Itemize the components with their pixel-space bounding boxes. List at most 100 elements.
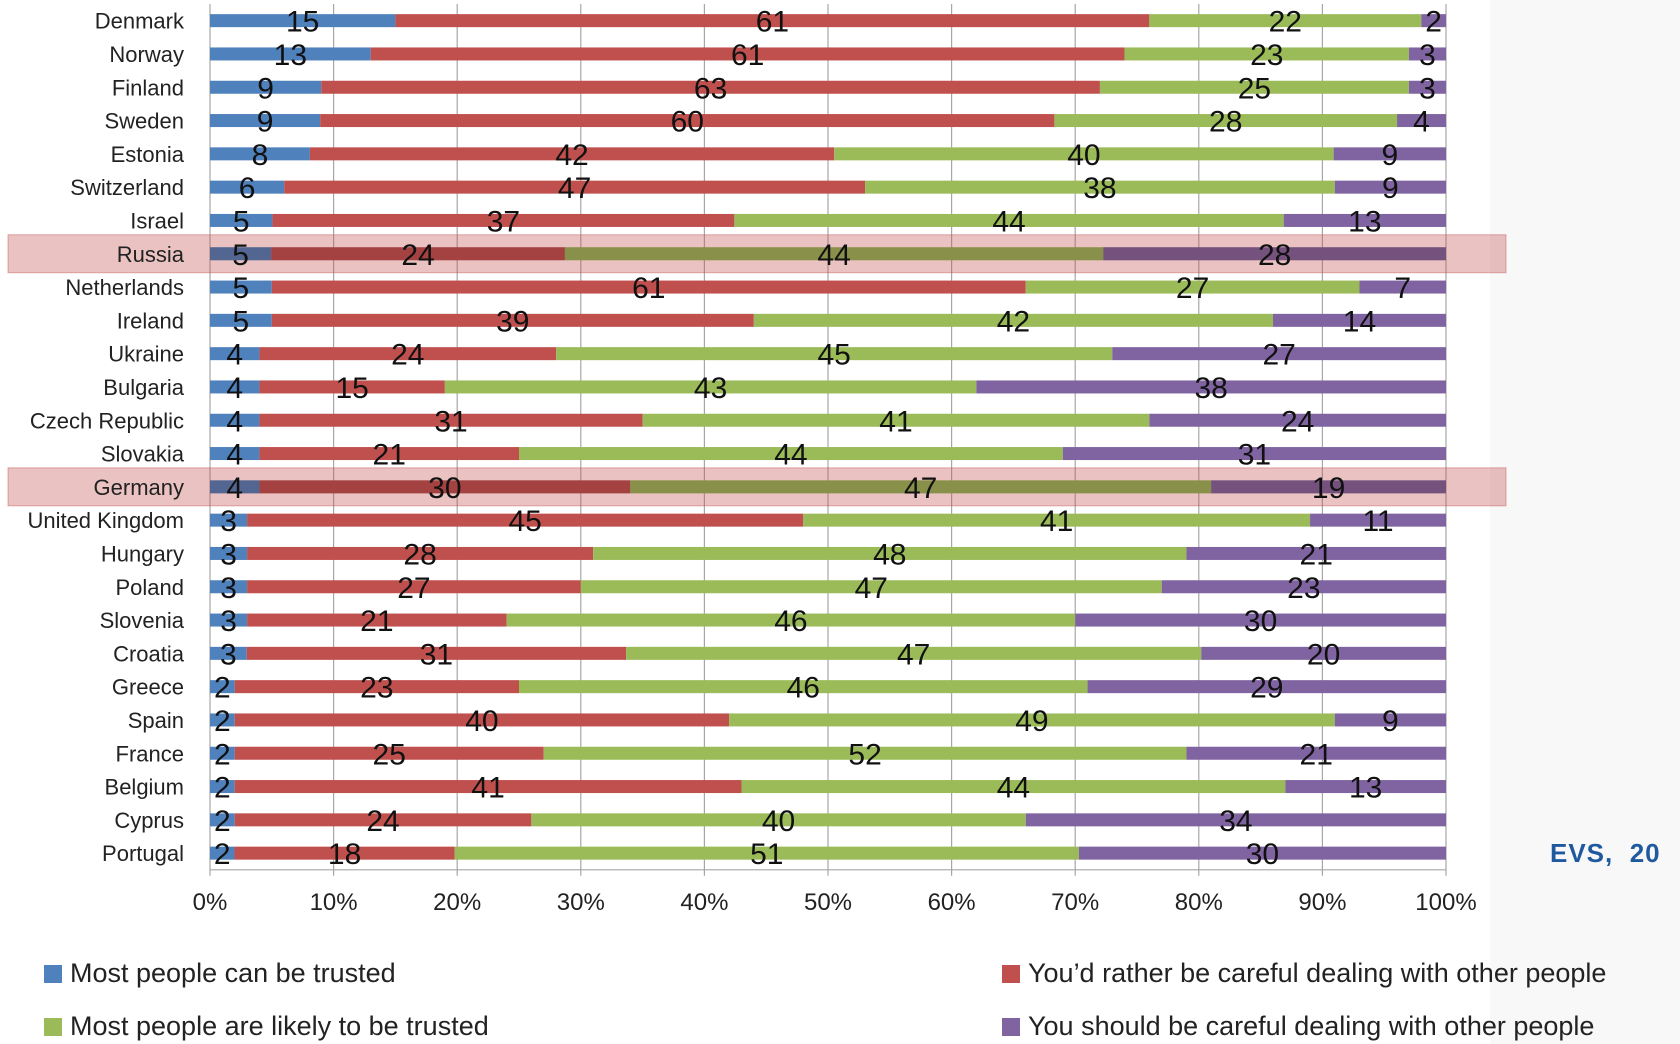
bar-segment bbox=[1149, 14, 1422, 28]
bar-segment bbox=[259, 380, 445, 394]
bar-segment bbox=[210, 380, 260, 394]
bar-segment bbox=[395, 14, 1150, 28]
bar-segment bbox=[454, 846, 1079, 860]
x-tick-label: 30% bbox=[557, 889, 605, 916]
bar-segment bbox=[210, 47, 371, 61]
data-label: 40 bbox=[465, 705, 498, 738]
bar-segment bbox=[1075, 613, 1446, 627]
data-label: 9 bbox=[1382, 172, 1399, 205]
bar-segment bbox=[210, 447, 260, 461]
data-label: 27 bbox=[1262, 339, 1295, 372]
data-label: 42 bbox=[997, 305, 1030, 338]
category-label: Spain bbox=[128, 708, 184, 733]
bar-segment bbox=[234, 780, 742, 794]
data-label: 3 bbox=[220, 505, 237, 538]
bar-segment bbox=[1186, 746, 1446, 760]
bar-segment bbox=[1201, 646, 1446, 660]
data-label: 3 bbox=[220, 638, 237, 671]
data-label: 43 bbox=[694, 372, 727, 405]
data-label: 25 bbox=[1238, 72, 1271, 105]
data-label: 18 bbox=[328, 838, 361, 871]
legend-item-most-trusted: Most people can be trusted bbox=[44, 958, 396, 989]
category-label: Denmark bbox=[95, 9, 185, 34]
x-tick-label: 20% bbox=[433, 889, 481, 916]
data-label: 24 bbox=[366, 805, 399, 838]
legend-swatch-red bbox=[1002, 964, 1020, 983]
bar-segment bbox=[210, 413, 260, 427]
bar-segment bbox=[734, 213, 1284, 227]
data-label: 5 bbox=[232, 239, 249, 272]
data-label: 63 bbox=[694, 72, 727, 105]
data-label: 9 bbox=[1381, 139, 1398, 172]
data-label: 25 bbox=[373, 738, 406, 771]
bar-segment bbox=[320, 114, 1055, 128]
bar-segment bbox=[519, 680, 1088, 694]
bar-segment bbox=[210, 280, 272, 294]
bar-segment bbox=[564, 247, 1104, 261]
bar-highlight-overlay bbox=[210, 480, 1446, 494]
legend-swatch-blue bbox=[44, 964, 62, 983]
data-label: 44 bbox=[774, 439, 807, 472]
data-label: 60 bbox=[671, 106, 704, 139]
data-label: 19 bbox=[1312, 472, 1345, 505]
bar-segment bbox=[234, 680, 519, 694]
bar-segment bbox=[210, 213, 273, 227]
bar-segment bbox=[1062, 447, 1446, 461]
bar-segment bbox=[642, 413, 1150, 427]
data-label: 9 bbox=[1382, 705, 1399, 738]
data-label: 2 bbox=[214, 805, 231, 838]
legend-label: You’d rather be careful dealing with oth… bbox=[1028, 958, 1607, 988]
category-label: Greece bbox=[112, 675, 184, 700]
bar-segment bbox=[210, 746, 235, 760]
bar-segment bbox=[259, 413, 643, 427]
bar-segment bbox=[210, 846, 235, 860]
bar-segment bbox=[259, 347, 557, 361]
bar-segment bbox=[531, 813, 1026, 827]
x-tick-label: 100% bbox=[1415, 889, 1476, 916]
bar-segment bbox=[1078, 846, 1446, 860]
data-label: 34 bbox=[1219, 805, 1252, 838]
category-label: United Kingdom bbox=[27, 508, 184, 533]
bar-segment bbox=[1408, 80, 1446, 94]
data-label: 5 bbox=[233, 205, 250, 238]
bar-segment bbox=[234, 713, 730, 727]
category-label: Slovakia bbox=[101, 442, 185, 467]
bar-segment bbox=[1310, 513, 1446, 527]
data-label: 2 bbox=[214, 772, 231, 805]
category-label: Croatia bbox=[113, 641, 185, 666]
bar-segment bbox=[210, 580, 248, 594]
data-label: 41 bbox=[1040, 505, 1073, 538]
data-label: 38 bbox=[1083, 172, 1116, 205]
bar-segment bbox=[444, 380, 977, 394]
bar-segment bbox=[1124, 47, 1409, 61]
category-label: Russia bbox=[117, 242, 185, 267]
data-label: 24 bbox=[391, 339, 424, 372]
bar-segment bbox=[1333, 147, 1446, 161]
bar-segment bbox=[1087, 680, 1446, 694]
bar-segment bbox=[210, 347, 260, 361]
bar-segment bbox=[210, 147, 310, 161]
data-label: 28 bbox=[403, 538, 436, 571]
category-label: Cyprus bbox=[114, 808, 184, 833]
x-tick-label: 10% bbox=[310, 889, 358, 916]
data-label: 39 bbox=[496, 305, 529, 338]
background-watermark bbox=[1490, 0, 1680, 1044]
data-label: 20 bbox=[1307, 638, 1340, 671]
data-label: 61 bbox=[756, 6, 789, 39]
data-label: 31 bbox=[420, 638, 453, 671]
data-label: 45 bbox=[508, 505, 541, 538]
data-label: 13 bbox=[1349, 772, 1382, 805]
data-label: 14 bbox=[1343, 305, 1376, 338]
data-label: 7 bbox=[1394, 272, 1411, 305]
bar-segment bbox=[370, 47, 1125, 61]
x-tick-label: 40% bbox=[680, 889, 728, 916]
data-label: 47 bbox=[558, 172, 591, 205]
bar-segment bbox=[1283, 213, 1446, 227]
bar-segment bbox=[259, 447, 519, 461]
data-label: 30 bbox=[1246, 838, 1279, 871]
data-label: 2 bbox=[214, 838, 231, 871]
data-label: 9 bbox=[257, 106, 274, 139]
bar-segment bbox=[1025, 280, 1360, 294]
data-label: 4 bbox=[226, 439, 243, 472]
